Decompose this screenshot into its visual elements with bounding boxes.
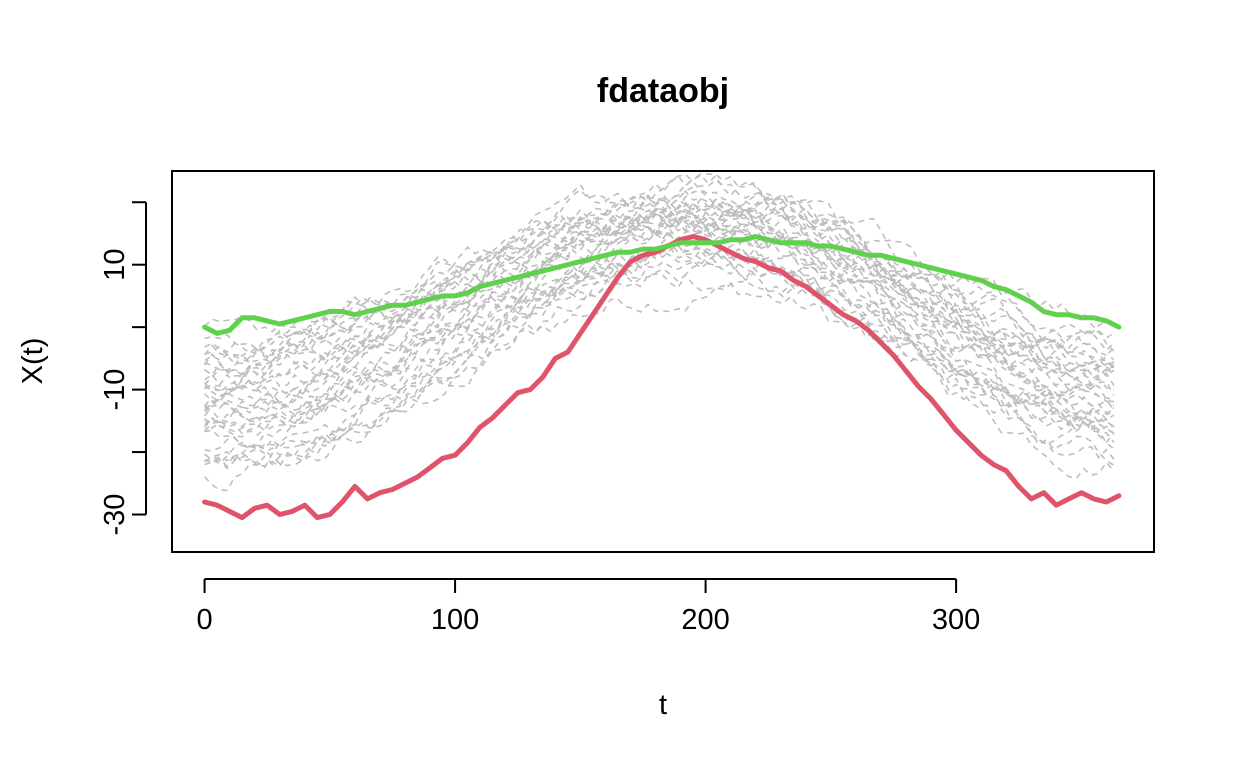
- background-curve: [204, 256, 1115, 492]
- x-tick-label: 300: [932, 604, 980, 636]
- y-tick-label: -30: [99, 494, 131, 536]
- background-curve: [204, 233, 1115, 465]
- highlighted-curve-2: [202, 234, 1122, 336]
- background-curve: [204, 215, 1115, 390]
- background-curve: [203, 215, 1115, 424]
- x-tick-label: 200: [681, 604, 729, 636]
- background-curve: [204, 244, 1115, 431]
- chart-title: fdataobj: [597, 72, 729, 110]
- y-axis: -30 -10 10: [99, 201, 147, 536]
- x-tick-label: 100: [431, 604, 479, 636]
- background-curve: [204, 225, 1115, 469]
- x-axis-label: t: [659, 689, 667, 721]
- background-curve: [204, 197, 1115, 372]
- background-curve: [204, 201, 1115, 412]
- background-curve: [203, 179, 1115, 415]
- background-curve: [204, 282, 1115, 470]
- background-curve: [204, 240, 1115, 480]
- background-curve: [204, 268, 1115, 452]
- y-tick-label: 10: [99, 249, 131, 281]
- background-curve: [203, 173, 1115, 381]
- background-curve: [204, 213, 1115, 450]
- background-curve: [203, 212, 1115, 430]
- x-axis: 0 100 200 300: [196, 578, 980, 636]
- y-axis-label: X(t): [17, 338, 49, 385]
- background-curve: [203, 214, 1115, 407]
- background-curve: [204, 189, 1115, 373]
- x-tick-label: 0: [196, 604, 212, 636]
- background-curve: [204, 190, 1115, 413]
- background-curve: [204, 204, 1115, 394]
- background-curve: [204, 174, 1115, 335]
- y-tick-label: -10: [99, 369, 131, 411]
- background-curve: [204, 190, 1115, 394]
- plot-frame: [171, 170, 1155, 553]
- background-curve: [204, 196, 1115, 364]
- background-curve: [203, 204, 1115, 398]
- highlighted-curves: [202, 234, 1122, 521]
- background-curve: [204, 210, 1115, 374]
